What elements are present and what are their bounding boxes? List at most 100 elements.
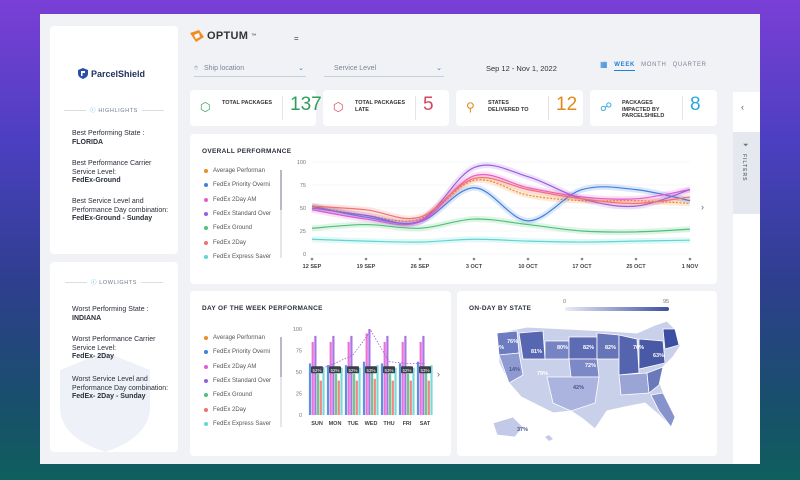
state-ny-ne[interactable] [662,328,680,350]
state-hi[interactable] [545,435,553,441]
tab-quarter[interactable]: QUARTER [672,62,707,68]
bar[interactable] [409,380,412,415]
overall-performance-panel: OVERALL PERFORMANCE Average Performan Fed… [190,134,717,284]
series-line[interactable] [311,238,691,243]
legend-item[interactable]: FedEx 2Day AM [204,193,271,207]
state-ak[interactable] [492,416,524,438]
bar[interactable] [347,341,350,415]
kpi-value: 5 [423,94,434,115]
bar[interactable] [404,335,407,415]
chevron-right-icon[interactable]: › [701,202,704,212]
bar[interactable] [358,367,361,415]
series-line[interactable] [311,164,691,225]
bar[interactable] [412,367,415,415]
bar[interactable] [398,363,402,415]
bar[interactable] [419,341,422,415]
bar[interactable] [425,372,428,415]
series-line[interactable] [311,173,691,226]
legend-item[interactable]: FedEx Express Saver [204,250,271,264]
legend-item[interactable]: Average Performan [204,164,271,178]
bar[interactable] [314,335,317,415]
state-il-in[interactable] [618,334,640,376]
state-tx[interactable] [546,376,600,412]
bar[interactable] [350,335,353,415]
bar[interactable] [401,341,404,415]
date-range[interactable]: Sep 12 - Nov 1, 2022 [486,64,557,73]
bar[interactable] [308,363,312,415]
legend-item[interactable]: FedEx Ground [204,221,271,235]
bar[interactable] [362,361,366,415]
legend-item[interactable]: Average Performan [204,331,271,345]
bar[interactable] [319,380,322,415]
data-label-bg [401,366,413,374]
bar[interactable] [355,380,358,415]
bar[interactable] [430,365,433,415]
bar[interactable] [322,367,325,415]
bar[interactable] [380,363,384,415]
bar[interactable] [391,380,394,415]
legend-item[interactable]: FedEx Standard Over [204,374,271,388]
legend-item[interactable]: FedEx Standard Over [204,207,271,221]
bar[interactable] [332,335,335,415]
users-icon: ☍ [600,100,613,114]
bar[interactable] [365,333,368,415]
bar[interactable] [311,341,314,415]
best-state: Best Performing State : FLORIDA [72,130,145,146]
data-label-bg [329,366,341,374]
legend-item[interactable]: FedEx 2Day [204,235,271,249]
bar[interactable] [353,373,356,415]
state-ms-al[interactable] [618,372,650,396]
bar[interactable] [344,365,348,415]
bar[interactable] [427,380,430,415]
bar[interactable] [422,335,425,415]
bar[interactable] [383,341,386,415]
worst-state: Worst Performing State : INDIANA [72,306,149,322]
legend-item[interactable]: FedEx 2Day [204,402,271,416]
chevron-right-icon[interactable]: › [437,369,440,379]
bar[interactable] [335,373,338,415]
legend-item[interactable]: FedEx Express Saver [204,417,271,431]
state-value-label: 42% [573,385,584,391]
legend-scrollbar[interactable] [280,337,282,427]
bar[interactable] [394,367,397,415]
ship-location-select[interactable]: ⌾ Ship location ⌄ [194,62,306,77]
bar[interactable] [337,380,340,415]
legend-label: FedEx Express Saver [213,253,272,260]
bar[interactable] [373,378,376,415]
x-tick-label: MON [329,421,342,427]
bar[interactable] [389,373,392,415]
y-tick-label: 25 [296,392,302,398]
bar[interactable] [317,373,320,415]
bar[interactable] [416,361,420,415]
series-line[interactable] [311,176,691,220]
legend-item[interactable]: FedEx Ground [204,388,271,402]
service-level-select[interactable]: Service Level ⌄ [324,62,444,77]
bar[interactable] [340,367,343,415]
average-line [316,329,425,371]
y-tick-label: 100 [297,160,306,166]
legend-scrollbar[interactable] [280,170,282,258]
state-oh-pa[interactable] [638,338,666,370]
bar[interactable] [386,335,389,415]
bar[interactable] [371,372,374,415]
legend-item[interactable]: FedEx 2Day AM [204,360,271,374]
series-line[interactable] [311,186,691,225]
state-fl[interactable] [650,392,676,428]
filters-tab[interactable]: ⏷ FILTERS [733,132,760,214]
chevron-left-icon[interactable]: ‹ [741,102,744,112]
bar[interactable] [407,373,410,415]
calendar-icon[interactable]: ▦ [600,60,609,69]
tab-month[interactable]: MONTH [641,62,667,68]
state-ca[interactable] [498,352,524,384]
bar[interactable] [329,341,332,415]
series-line[interactable] [311,218,691,233]
bar[interactable] [326,365,330,415]
bar[interactable] [376,365,379,415]
filter-row: ⌾ Ship location ⌄ Service Level ⌄ Sep 12… [190,60,720,78]
legend-item[interactable]: FedEx Priority Overni [204,345,271,359]
state-ga-sc[interactable] [646,366,664,394]
legend-item[interactable]: FedEx Priority Overni [204,178,271,192]
menu-icon[interactable]: = [294,34,299,43]
x-tick-dot [688,257,692,261]
tab-week[interactable]: WEEK [614,62,636,71]
